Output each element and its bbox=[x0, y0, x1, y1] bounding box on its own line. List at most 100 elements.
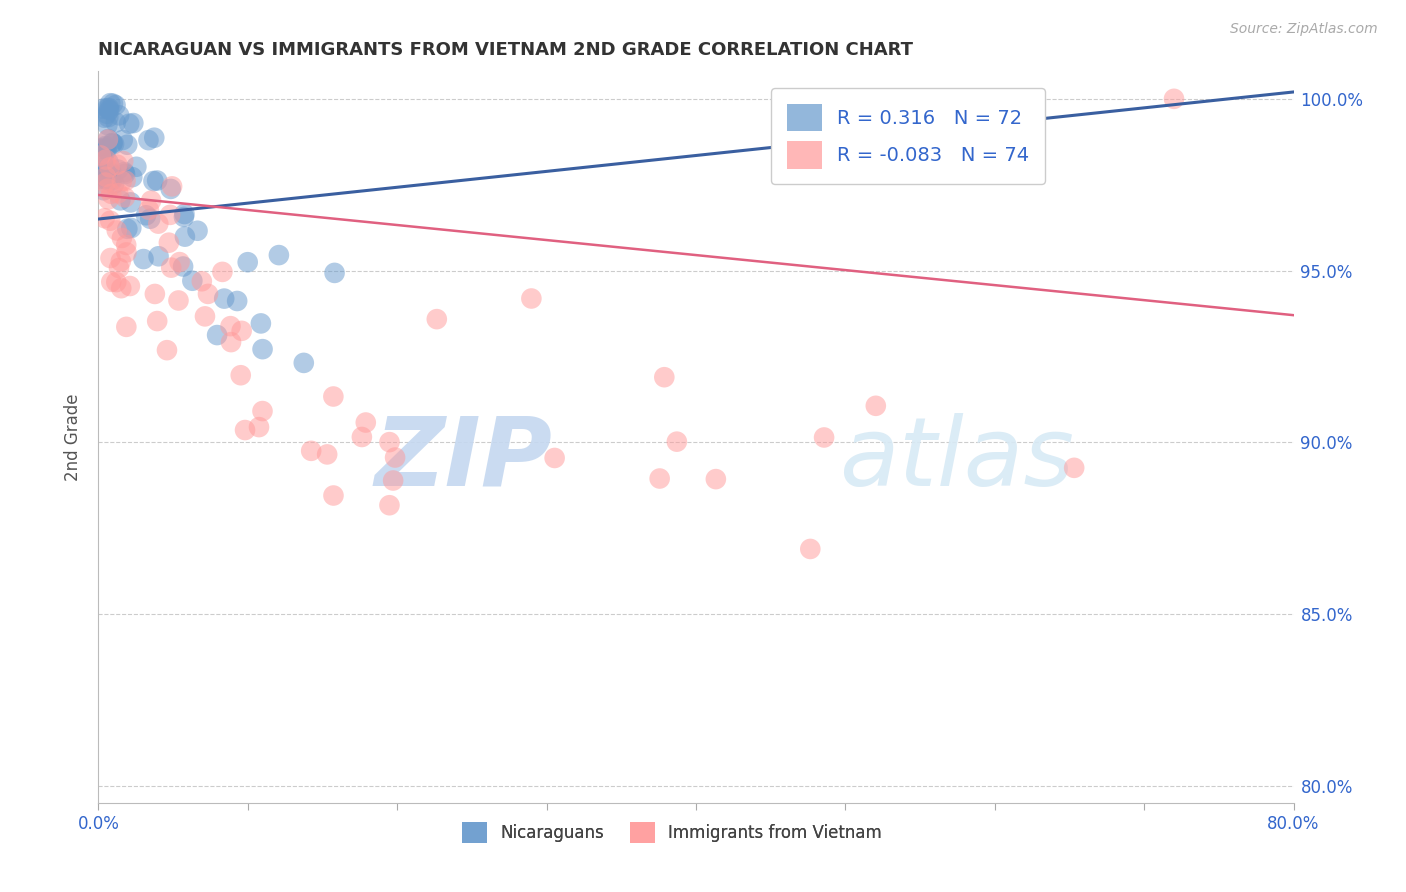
Point bbox=[112, 165, 135, 179]
Point bbox=[108, 260, 131, 275]
Point bbox=[94, 169, 117, 184]
Point bbox=[93, 141, 115, 155]
Point bbox=[93, 111, 115, 125]
Point bbox=[98, 103, 121, 117]
Point bbox=[219, 335, 242, 350]
Point bbox=[205, 328, 228, 343]
Point bbox=[160, 179, 183, 194]
Legend: Nicaraguans, Immigrants from Vietnam: Nicaraguans, Immigrants from Vietnam bbox=[456, 815, 889, 849]
Point bbox=[173, 207, 195, 221]
Point bbox=[1063, 460, 1085, 475]
Point bbox=[93, 183, 115, 197]
Point bbox=[100, 172, 122, 186]
Point bbox=[121, 170, 143, 185]
Point bbox=[103, 177, 125, 191]
Point bbox=[139, 194, 162, 208]
Point bbox=[212, 292, 235, 306]
Point bbox=[118, 117, 141, 131]
Point bbox=[97, 132, 120, 146]
Point bbox=[94, 139, 117, 153]
Point bbox=[143, 130, 166, 145]
Point bbox=[316, 447, 339, 461]
Point bbox=[101, 136, 124, 150]
Point bbox=[93, 169, 115, 183]
Point bbox=[229, 368, 252, 383]
Point bbox=[148, 217, 170, 231]
Point bbox=[648, 471, 671, 485]
Point bbox=[174, 229, 197, 244]
Point bbox=[104, 98, 127, 112]
Point bbox=[110, 281, 132, 295]
Point bbox=[111, 231, 134, 245]
Point bbox=[211, 265, 233, 279]
Point bbox=[96, 101, 118, 115]
Point bbox=[90, 148, 112, 162]
Point bbox=[236, 255, 259, 269]
Point bbox=[354, 416, 377, 430]
Point bbox=[120, 195, 142, 210]
Point bbox=[101, 167, 124, 181]
Point bbox=[96, 107, 118, 121]
Point bbox=[101, 136, 124, 151]
Point bbox=[114, 174, 136, 188]
Point bbox=[115, 245, 138, 260]
Point bbox=[194, 310, 217, 324]
Point bbox=[181, 274, 204, 288]
Point bbox=[160, 260, 183, 275]
Point bbox=[97, 132, 120, 146]
Point bbox=[98, 161, 121, 175]
Point bbox=[125, 160, 148, 174]
Point bbox=[138, 202, 160, 217]
Point bbox=[122, 116, 145, 130]
Point bbox=[94, 142, 117, 156]
Point bbox=[142, 174, 165, 188]
Point bbox=[138, 133, 160, 147]
Point bbox=[520, 292, 543, 306]
Point bbox=[100, 275, 122, 289]
Point bbox=[94, 176, 117, 190]
Point bbox=[665, 434, 688, 449]
Point bbox=[378, 435, 401, 450]
Point bbox=[252, 404, 274, 418]
Point bbox=[105, 223, 128, 237]
Point bbox=[112, 154, 135, 169]
Point bbox=[247, 420, 270, 434]
Point bbox=[93, 211, 115, 226]
Point bbox=[97, 182, 120, 196]
Point bbox=[139, 211, 162, 226]
Point bbox=[159, 208, 181, 222]
Point bbox=[104, 115, 127, 129]
Point bbox=[652, 370, 675, 384]
Point bbox=[219, 319, 242, 334]
Point bbox=[94, 161, 117, 175]
Point bbox=[231, 324, 253, 338]
Point bbox=[167, 293, 190, 308]
Point bbox=[97, 155, 120, 169]
Text: atlas: atlas bbox=[839, 412, 1074, 506]
Point bbox=[111, 133, 134, 147]
Point bbox=[191, 274, 214, 288]
Point bbox=[118, 279, 141, 293]
Point bbox=[382, 474, 405, 488]
Point bbox=[143, 287, 166, 301]
Text: ZIP: ZIP bbox=[374, 412, 553, 506]
Point bbox=[865, 399, 887, 413]
Point bbox=[98, 96, 121, 111]
Point bbox=[96, 143, 118, 157]
Point bbox=[110, 254, 132, 268]
Point bbox=[157, 235, 180, 250]
Point bbox=[1163, 92, 1185, 106]
Point bbox=[233, 423, 256, 437]
Point bbox=[107, 162, 129, 177]
Point bbox=[135, 208, 157, 222]
Point bbox=[108, 108, 131, 122]
Point bbox=[226, 293, 249, 308]
Point bbox=[111, 174, 134, 188]
Point bbox=[110, 194, 132, 208]
Point bbox=[103, 136, 125, 151]
Point bbox=[96, 118, 118, 132]
Point bbox=[98, 169, 121, 184]
Point bbox=[90, 166, 112, 180]
Point bbox=[96, 173, 118, 187]
Point bbox=[267, 248, 290, 262]
